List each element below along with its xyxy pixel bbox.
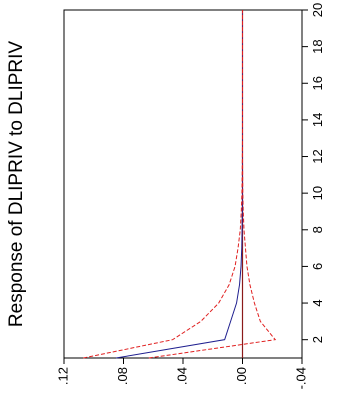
value-axis-tick-label: -.04 [293, 367, 308, 389]
period-axis-tick-label: 16 [310, 76, 325, 90]
period-axis-tick-label: 6 [310, 263, 325, 270]
period-axis-tick-label: 4 [310, 299, 325, 306]
chart-title: Response of DLIPRIV to DLIPRIV [6, 41, 27, 328]
period-axis-tick-label: 2 [310, 336, 325, 343]
value-axis-tick-label: .08 [115, 367, 130, 385]
period-axis-tick-label: 10 [310, 186, 325, 200]
period-axis-tick-label: 12 [310, 149, 325, 163]
value-axis-tick-label: .04 [174, 367, 189, 385]
period-axis-tick-label: 20 [310, 3, 325, 17]
plot-area: .12 .08 .04 .00 -.04 2 4 6 8 10 12 14 16 18 20 [55, 3, 325, 390]
lower-band-line [148, 10, 277, 359]
period-axis-tick-label: 14 [310, 113, 325, 127]
value-axis-tick-label: .00 [234, 367, 249, 385]
period-axis-tick-label: 8 [310, 226, 325, 233]
value-axis-tick-label: .12 [55, 367, 70, 385]
period-axis-tick-label: 18 [310, 39, 325, 53]
upper-band-line [83, 10, 243, 359]
